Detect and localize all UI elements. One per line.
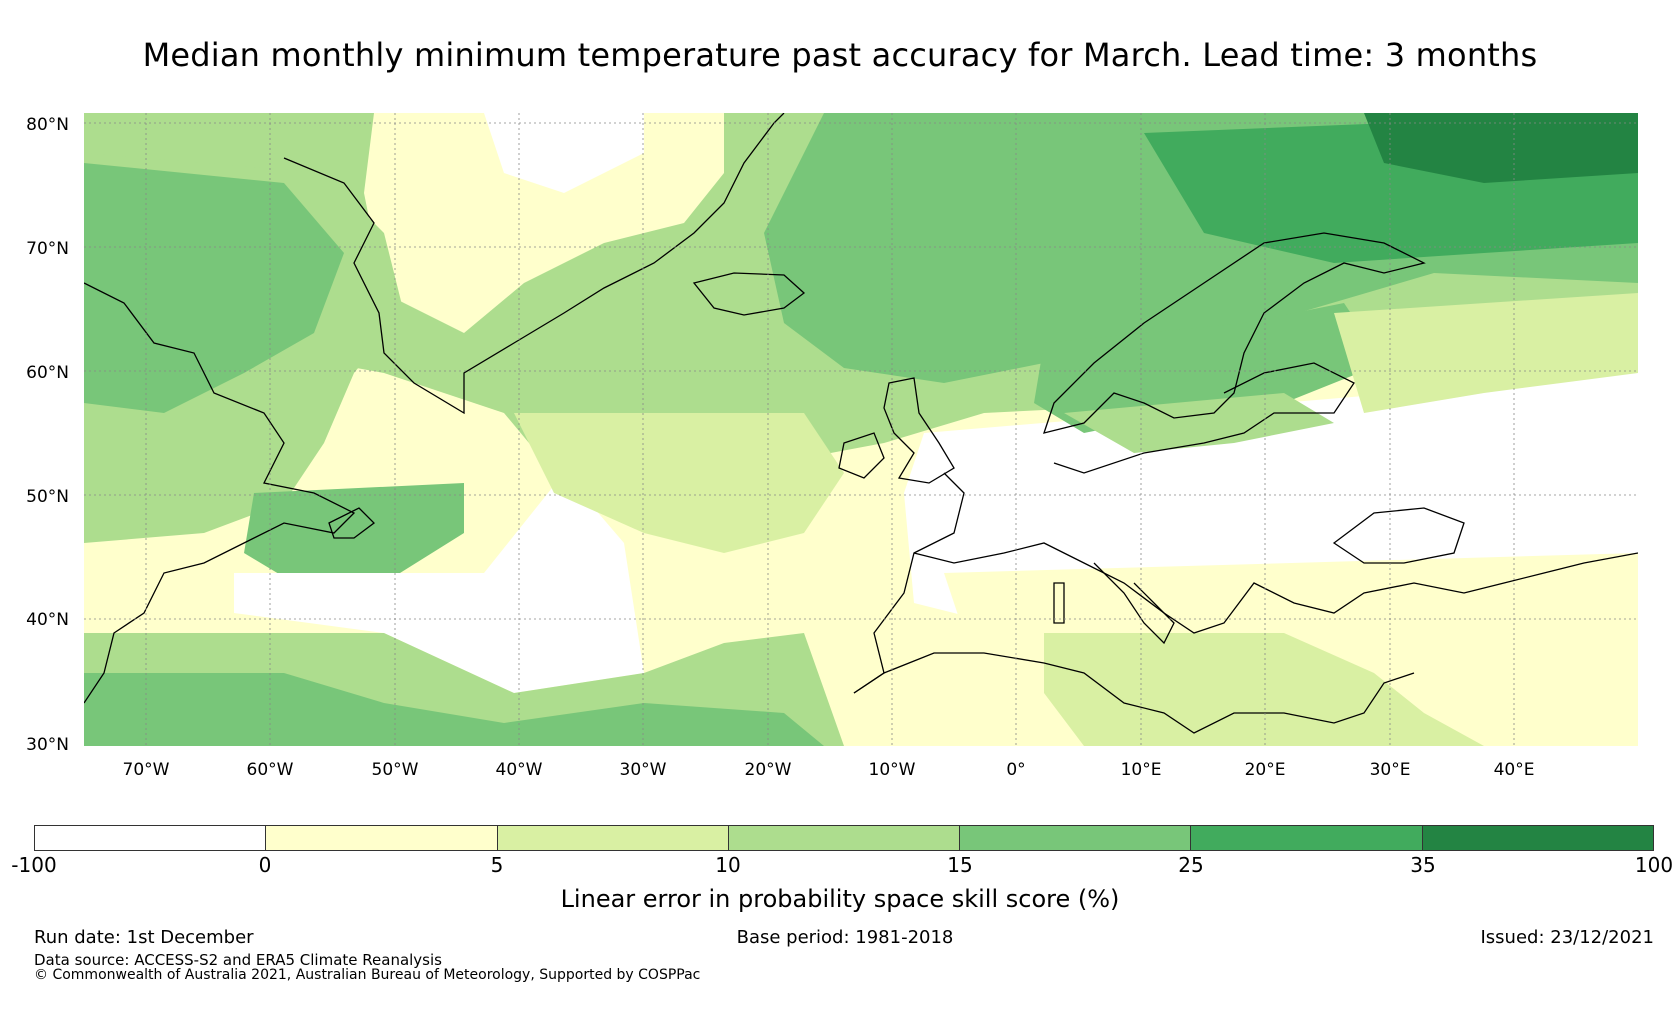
lon-label-70w: 70°W xyxy=(122,760,170,780)
colorbar-segment-1 xyxy=(35,826,267,850)
coast-italy xyxy=(1093,562,1175,645)
region-greenland-lowest xyxy=(484,113,644,193)
lat-label-50n: 50°N xyxy=(26,487,69,507)
lat-label-40n: 40°N xyxy=(26,610,69,630)
region-scandinavia-good xyxy=(1034,303,1384,433)
coast-black-sea xyxy=(1332,507,1465,564)
coast-north-america xyxy=(84,282,356,704)
lon-label-10e: 10°E xyxy=(1120,760,1162,780)
colorbar-tick-label: 0 xyxy=(258,853,272,877)
colorbar-tick-label: -100 xyxy=(11,853,57,877)
colorbar-segment-5 xyxy=(960,826,1192,850)
colorbar-segment-2 xyxy=(266,826,498,850)
colorbar-tick-label: 25 xyxy=(1178,853,1204,877)
lon-label-40e: 40°E xyxy=(1493,760,1535,780)
region-arctic-very-high xyxy=(1364,113,1638,183)
coastlines xyxy=(84,113,1638,734)
lat-label-30n: 30°N xyxy=(26,735,69,755)
region-newfoundland-good xyxy=(244,483,464,583)
region-canada-good xyxy=(84,163,344,413)
lat-label-60n: 60°N xyxy=(26,363,69,383)
coast-norway xyxy=(1043,232,1426,434)
coast-ireland xyxy=(838,432,885,479)
colorbar-tick-label: 15 xyxy=(947,853,973,877)
coast-europe-west xyxy=(853,472,965,694)
region-atlantic-good-south xyxy=(84,673,824,746)
lon-label-20w: 20°W xyxy=(744,760,792,780)
issued-date: Issued: 23/12/2021 xyxy=(1480,927,1654,948)
lon-label-20e: 20°E xyxy=(1244,760,1286,780)
colorbar-tick-label: 5 xyxy=(490,853,504,877)
lon-label-60w: 60°W xyxy=(246,760,294,780)
colorbar-segment-6 xyxy=(1191,826,1423,850)
lat-label-80n: 80°N xyxy=(26,115,69,135)
skill-score-map xyxy=(84,113,1638,746)
skill-regions xyxy=(84,113,1638,746)
region-atlantic-center-mod xyxy=(514,413,844,553)
coast-iceland xyxy=(692,272,806,316)
lon-label-30e: 30°E xyxy=(1369,760,1411,780)
colorbar-tick-label: 35 xyxy=(1410,853,1436,877)
region-scandinavia-moderate xyxy=(1064,393,1334,453)
lon-label-50w: 50°W xyxy=(371,760,419,780)
region-eastern-europe-light xyxy=(1334,293,1638,413)
region-mediterranean-mod xyxy=(1044,633,1484,746)
coast-newfoundland xyxy=(328,507,375,539)
data-source: Data source: ACCESS-S2 and ERA5 Climate … xyxy=(34,951,442,969)
coast-finland-baltic xyxy=(1053,362,1355,474)
lat-label-70n: 70°N xyxy=(26,239,69,259)
coast-mediterranean-north xyxy=(913,542,1638,634)
lon-label-40w: 40°W xyxy=(495,760,543,780)
graticule xyxy=(84,113,1638,746)
colorbar-segment-4 xyxy=(728,826,961,850)
colorbar-tick-label: 100 xyxy=(1634,853,1674,877)
colorbar-segment-3 xyxy=(497,826,729,850)
coast-greenland xyxy=(283,113,785,415)
colorbar xyxy=(34,825,1654,851)
colorbar-tick-label: 10 xyxy=(715,853,741,877)
map-panel xyxy=(84,113,1638,746)
lon-label-0: 0° xyxy=(1006,760,1026,780)
coast-north-africa xyxy=(853,652,1415,734)
lon-label-10w: 10°W xyxy=(868,760,916,780)
chart-title: Median monthly minimum temperature past … xyxy=(142,36,1538,74)
colorbar-segment-7 xyxy=(1422,826,1653,850)
run-date: Run date: 1st December xyxy=(34,927,254,948)
copyright: © Commonwealth of Australia 2021, Austra… xyxy=(34,967,701,983)
region-atlantic-white xyxy=(234,473,644,693)
base-period: Base period: 1981-2018 xyxy=(736,927,954,948)
coast-great-britain xyxy=(883,377,955,484)
lon-label-30w: 30°W xyxy=(619,760,667,780)
region-greenland-low xyxy=(364,113,724,333)
coast-corsica-sardinia xyxy=(1053,582,1065,624)
colorbar-label: Linear error in probability space skill … xyxy=(560,885,1120,913)
